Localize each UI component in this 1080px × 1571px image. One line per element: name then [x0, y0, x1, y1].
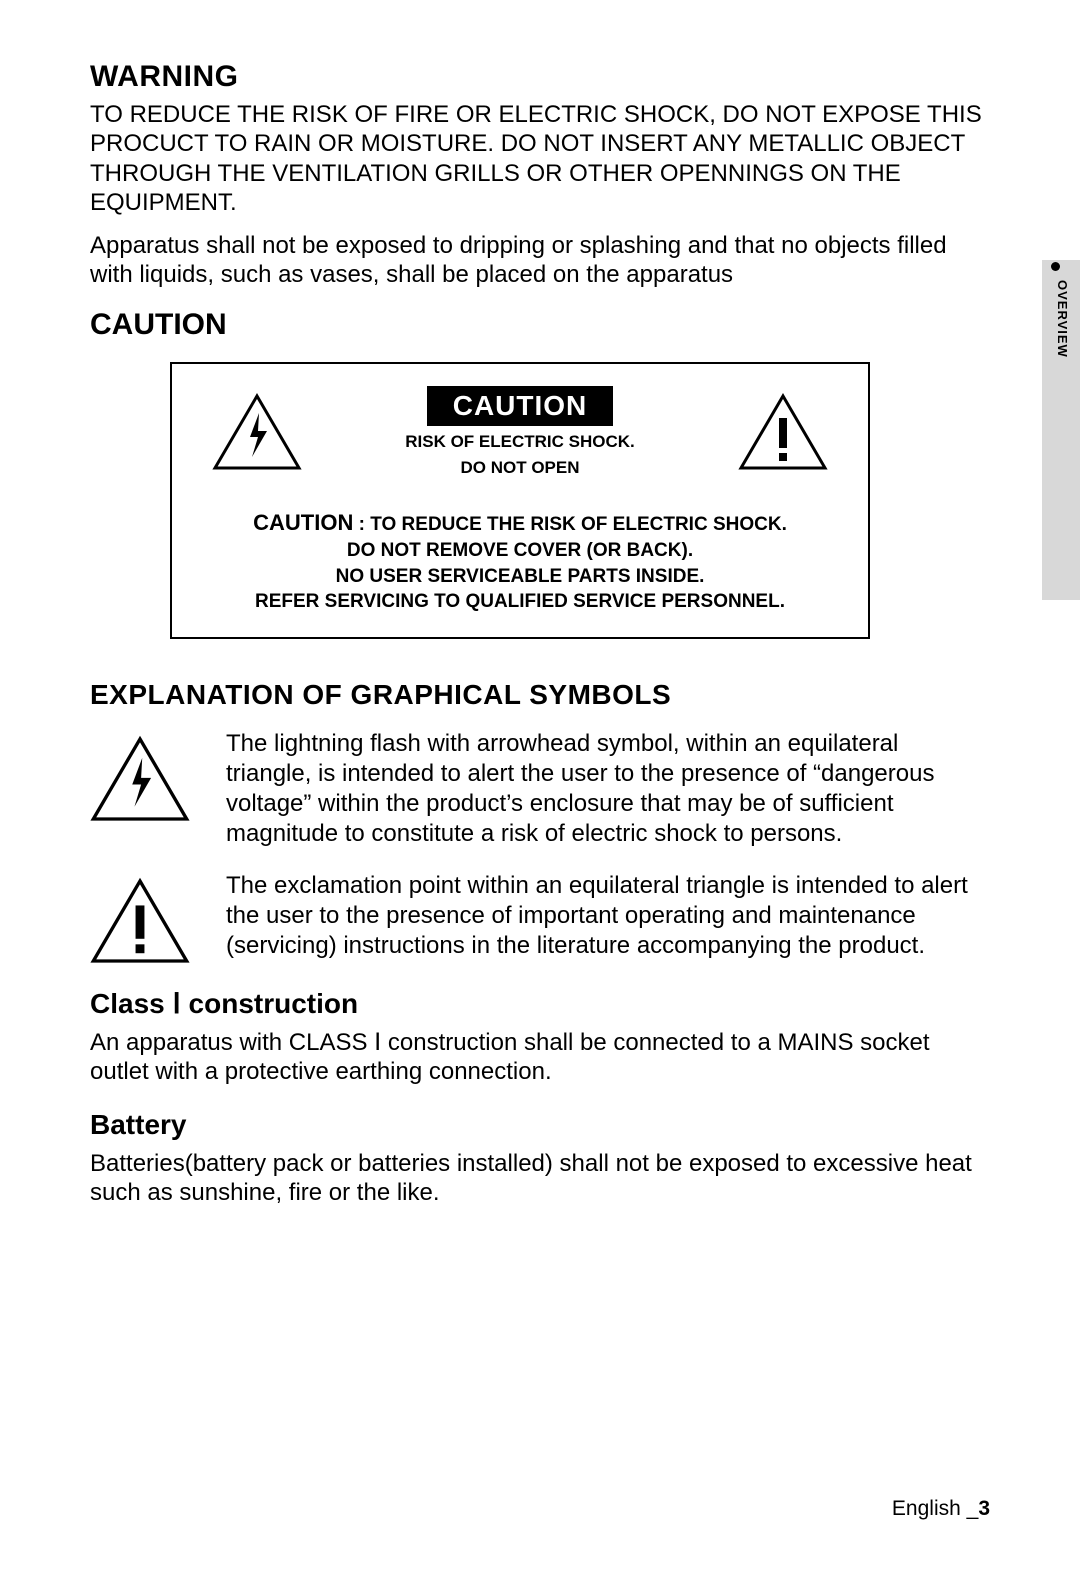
warning-text-1: TO REDUCE THE RISK OF FIRE OR ELECTRIC S…	[90, 100, 990, 217]
caution-block-lead: CAUTION	[253, 510, 353, 535]
page-footer: English _3	[892, 1497, 990, 1521]
symbol-lightning-text: The lightning flash with arrowhead symbo…	[226, 729, 990, 849]
class1-text: An apparatus with CLASS Ⅰ construction s…	[90, 1028, 990, 1087]
symbol-row-exclamation: The exclamation point within an equilate…	[90, 871, 990, 965]
warning-heading: WARNING	[90, 60, 990, 94]
caution-block-l3: NO USER SERVICEABLE PARTS INSIDE.	[202, 564, 838, 590]
caution-sub-2: DO NOT OPEN	[302, 458, 738, 478]
battery-text: Batteries(battery pack or batteries inst…	[90, 1149, 990, 1208]
battery-heading: Battery	[90, 1109, 990, 1141]
caution-block-l2: DO NOT REMOVE COVER (OR BACK).	[202, 538, 838, 564]
exclamation-triangle-icon	[90, 871, 200, 965]
caution-box: CAUTION RISK OF ELECTRIC SHOCK. DO NOT O…	[170, 362, 870, 639]
symbol-row-lightning: The lightning flash with arrowhead symbo…	[90, 729, 990, 849]
caution-block-l4: REFER SERVICING TO QUALIFIED SERVICE PER…	[202, 589, 838, 615]
caution-banner-group: CAUTION RISK OF ELECTRIC SHOCK. DO NOT O…	[302, 386, 738, 479]
symbols-heading: EXPLANATION OF GRAPHICAL SYMBOLS	[90, 679, 990, 711]
lightning-triangle-icon	[90, 729, 200, 823]
footer-language: English _	[892, 1497, 978, 1520]
caution-sub-1: RISK OF ELECTRIC SHOCK.	[302, 432, 738, 452]
caution-box-top: CAUTION RISK OF ELECTRIC SHOCK. DO NOT O…	[172, 364, 868, 493]
exclamation-triangle-icon	[738, 393, 828, 471]
lightning-triangle-icon	[212, 393, 302, 471]
symbol-exclamation-text: The exclamation point within an equilate…	[226, 871, 990, 961]
page-content: WARNING TO REDUCE THE RISK OF FIRE OR EL…	[0, 0, 1080, 1271]
footer-page-number: 3	[978, 1497, 990, 1520]
caution-heading: CAUTION	[90, 308, 990, 342]
warning-text-2: Apparatus shall not be exposed to drippi…	[90, 231, 990, 290]
caution-text-block: CAUTION : TO REDUCE THE RISK OF ELECTRIC…	[172, 492, 868, 637]
caution-banner: CAUTION	[427, 386, 614, 426]
class1-heading: Class Ⅰ construction	[90, 987, 990, 1020]
caution-block-l1: : TO REDUCE THE RISK OF ELECTRIC SHOCK.	[353, 514, 787, 535]
